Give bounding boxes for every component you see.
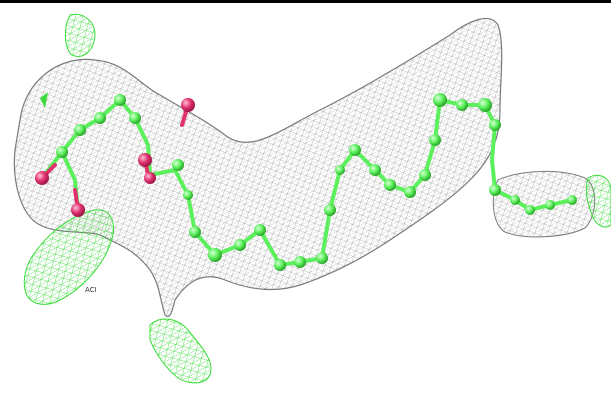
oxygen-atoms bbox=[35, 98, 195, 217]
residue-label: ACI bbox=[85, 286, 97, 294]
difference-mesh bbox=[23, 13, 611, 384]
top-border bbox=[0, 0, 611, 3]
density-mesh bbox=[13, 17, 596, 318]
ligand-atoms bbox=[56, 93, 577, 271]
